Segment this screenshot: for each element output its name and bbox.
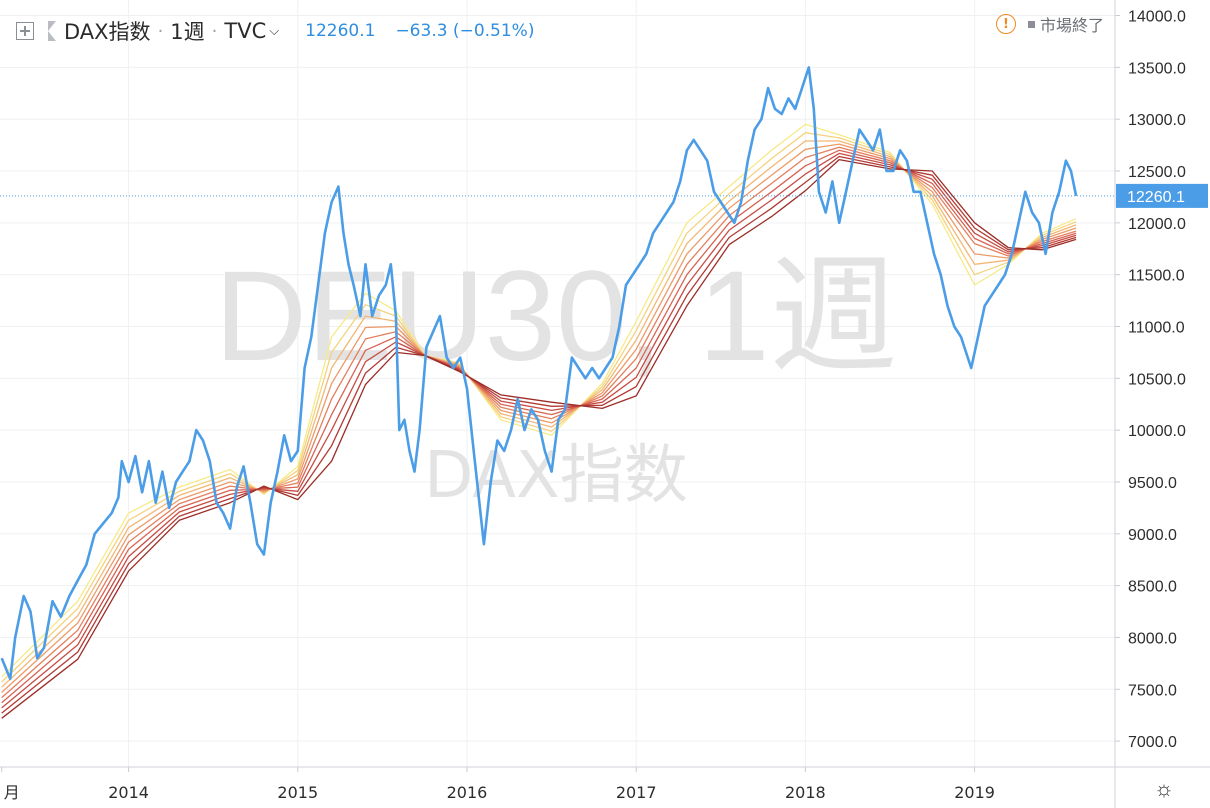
last-price-label: 12260.1: [1116, 183, 1208, 208]
x-tick-label: 2015: [277, 783, 318, 802]
legend-header: DAX指数 · 1週 · TVC ⌵ 12260.1 −63.3 (−0.51%…: [16, 14, 534, 48]
interval-label[interactable]: 1週: [170, 20, 205, 44]
y-tick-label: 8000.0: [1128, 630, 1177, 647]
flag-icon[interactable]: [48, 21, 56, 41]
watermark-name: DAX指数: [424, 439, 688, 513]
y-tick-label: 14000.0: [1128, 9, 1186, 26]
y-tick-label: 12000.0: [1128, 216, 1186, 233]
ema-ribbon-line-8: [1, 155, 1077, 714]
x-tick-label: 2014: [108, 783, 149, 802]
last-price: 12260.1: [305, 21, 376, 41]
y-axis[interactable]: 7000.0 7500.0 8000.0 8500.0 9000.0 9500.0 1000…: [1115, 9, 1186, 752]
x-tick-label: 2018: [785, 783, 826, 802]
y-tick-label: 7500.0: [1128, 682, 1177, 699]
ema-ribbon: [1, 123, 1077, 719]
price-line: [0, 66, 1078, 681]
x-tick-label: 2016: [447, 783, 488, 802]
y-tick-label: 13500.0: [1128, 60, 1186, 77]
market-status-text: 市場終了: [1039, 16, 1104, 35]
gear-icon[interactable]: ☼: [1153, 776, 1174, 801]
x-axis[interactable]: 月 2014 2015 2016 2017 2018 2019: [1, 767, 995, 802]
watermark-symbol: DEU30, 1週: [215, 245, 898, 388]
exchange-label[interactable]: TVC: [224, 19, 267, 43]
ema-ribbon-line-7: [1, 152, 1077, 709]
ema-ribbon-line-2: [1, 132, 1077, 683]
chevron-down-icon[interactable]: ⌵: [269, 23, 280, 39]
market-status[interactable]: ! 市場終了: [995, 12, 1104, 36]
y-tick-label: 11000.0: [1128, 319, 1185, 336]
y-tick-label: 13000.0: [1128, 112, 1186, 129]
y-tick-label: 8500.0: [1128, 579, 1177, 596]
ema-ribbon-line-5: [1, 146, 1077, 699]
ema-ribbon-line-1: [1, 123, 1077, 678]
last-price-badge-text: 12260.1: [1127, 189, 1185, 206]
y-tick-label: 12500.0: [1128, 164, 1186, 181]
separator-dot: ·: [211, 20, 218, 42]
add-symbol-icon[interactable]: [16, 22, 34, 40]
price-series: [0, 66, 1078, 681]
price-change: −63.3 (−0.51%): [395, 21, 535, 41]
last-price-badge: [1116, 183, 1208, 208]
symbol-name[interactable]: DAX指数: [64, 20, 151, 44]
y-tick-label: 7000.0: [1128, 734, 1177, 751]
y-tick-label: 9500.0: [1128, 475, 1177, 492]
x-tick-label: 月: [4, 783, 20, 802]
ema-ribbon-line-4: [1, 143, 1077, 693]
warning-icon[interactable]: !: [995, 14, 1016, 34]
separator-dot: ·: [157, 20, 164, 42]
y-tick-label: 10500.0: [1128, 371, 1186, 388]
x-tick-label: 2019: [954, 783, 995, 802]
y-tick-label: 10000.0: [1128, 423, 1186, 440]
y-tick-label: 9000.0: [1128, 527, 1177, 544]
x-tick-label: 2017: [616, 783, 657, 802]
ema-ribbon-line-3: [1, 140, 1077, 688]
ema-ribbon-line-6: [1, 149, 1077, 704]
status-square-icon: [1027, 20, 1035, 28]
ema-ribbon-line-9: [1, 158, 1077, 719]
y-tick-label: 11500.0: [1128, 268, 1185, 285]
